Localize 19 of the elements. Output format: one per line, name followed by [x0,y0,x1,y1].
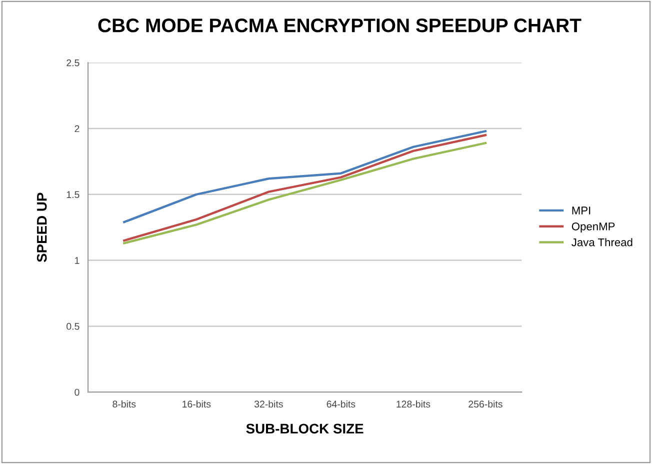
y-tick-label: 0.5 [66,322,80,330]
y-tick-label: 2.5 [66,59,80,66]
chart-title: CBC MODE PACMA ENCRYPTION SPEEDUP CHART [98,18,582,32]
legend-label: Java Thread [572,238,632,246]
x-tick-label: 256-bits [468,400,502,408]
x-tick-label: 64-bits [326,400,356,408]
x-tick-label: 16-bits [182,400,211,408]
y-tick-label: 1 [75,257,80,264]
y-axis-title: SPEED UP [36,192,47,262]
line-series [123,130,487,224]
x-tick-label: 128-bits [396,400,430,408]
legend-label: MPI [572,206,590,214]
x-tick-label: 8-bits [112,400,136,408]
legend-label: OpenMP [572,222,615,233]
x-tick-label: 32-bits [254,400,283,408]
y-tick-label: 1.5 [66,191,80,198]
y-tick-label: 2 [74,125,80,132]
x-axis-title: SUB-BLOCK SIZE [246,424,364,434]
y-tick-label: 0 [74,388,80,396]
